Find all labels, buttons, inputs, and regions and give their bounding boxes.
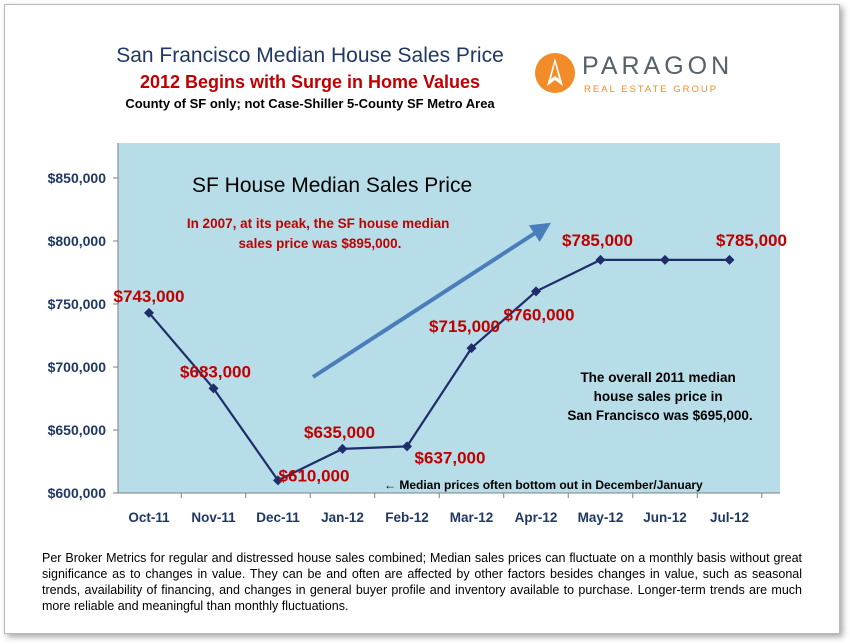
footnote: Per Broker Metrics for regular and distr… xyxy=(42,551,802,613)
data-label: $610,000 xyxy=(279,466,350,485)
data-label: $760,000 xyxy=(504,305,575,324)
data-point xyxy=(208,383,219,394)
y-tick-label: $800,000 xyxy=(48,233,107,249)
overall-2011-annotation: The overall 2011 median house sales pric… xyxy=(567,370,752,423)
logo-tagline: REAL ESTATE GROUP xyxy=(584,84,719,95)
x-tick-label: Oct-11 xyxy=(128,510,170,525)
y-tick-label: $850,000 xyxy=(48,170,107,186)
page-title: San Francisco Median House Sales Price xyxy=(116,44,504,67)
x-tick-label: Apr-12 xyxy=(515,510,558,525)
data-point xyxy=(660,254,670,265)
data-point xyxy=(273,475,283,486)
x-tick-label: Jul-12 xyxy=(710,510,749,525)
x-tick-label: Feb-12 xyxy=(385,510,429,525)
data-label: $785,000 xyxy=(562,231,633,250)
data-label: $715,000 xyxy=(429,317,500,336)
bottom-annotation: ← Median prices often bottom out in Dece… xyxy=(384,478,703,492)
x-tick-label: May-12 xyxy=(578,510,624,525)
y-tick-label: $600,000 xyxy=(48,485,107,501)
data-point xyxy=(595,254,606,265)
data-point xyxy=(531,286,541,297)
page-subtitle: 2012 Begins with Surge in Home Values xyxy=(139,72,481,92)
x-tick-label: Jun-12 xyxy=(643,510,687,525)
data-label: $683,000 xyxy=(180,362,251,381)
data-point xyxy=(144,307,154,318)
data-point xyxy=(337,443,348,454)
x-tick-label: Nov-11 xyxy=(191,510,236,525)
plot-area xyxy=(118,143,780,493)
x-tick-label: Dec-11 xyxy=(256,510,300,525)
data-label: $743,000 xyxy=(114,287,185,306)
x-tick-label: Jan-12 xyxy=(321,510,364,525)
y-tick-label: $650,000 xyxy=(48,422,107,438)
data-point xyxy=(402,441,412,452)
y-tick-label: $750,000 xyxy=(48,296,107,312)
series-line xyxy=(148,258,730,482)
data-label: $637,000 xyxy=(415,448,486,467)
paragon-logo: PARAGON REAL ESTATE GROUP xyxy=(532,50,792,98)
data-label: $635,000 xyxy=(304,423,375,442)
data-point xyxy=(724,254,735,265)
paragon-logo-icon xyxy=(535,53,575,93)
chart-title: SF House Median Sales Price xyxy=(192,174,472,197)
x-tick-label: Mar-12 xyxy=(450,510,494,525)
y-tick-label: $700,000 xyxy=(48,359,107,375)
peak-annotation: In 2007, at its peak, the SF house media… xyxy=(187,216,453,251)
logo-name: PARAGON xyxy=(582,52,734,80)
scope-note: County of SF only; not Case-Shiller 5-Co… xyxy=(125,96,495,111)
data-label: $785,000 xyxy=(716,231,787,250)
data-point xyxy=(466,343,477,354)
trend-arrow xyxy=(311,222,552,379)
